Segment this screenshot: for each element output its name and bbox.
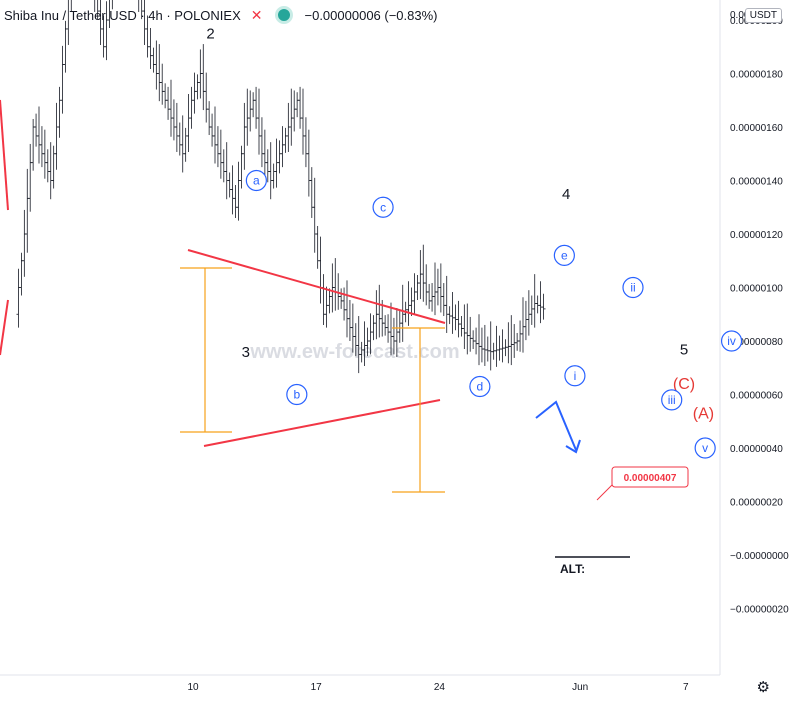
y-tick-label: 0.00000160 <box>730 123 783 134</box>
left-red-line <box>0 299 9 356</box>
gear-icon[interactable]: ⚙ <box>756 679 770 696</box>
wave-label-circled: e <box>561 248 568 262</box>
y-tick-label: 0.00000180 <box>730 70 783 81</box>
wave-circle <box>694 437 716 459</box>
wave-label-circled: b <box>293 388 300 402</box>
wave-label-circled: iv <box>727 334 736 348</box>
triangle-upper-trendline <box>187 249 446 324</box>
wave-circle <box>469 375 491 398</box>
price-change: −0.00000006 (−0.83%) <box>304 7 438 23</box>
projection-arrowhead <box>565 439 581 454</box>
y-tick-label: 0.00000080 <box>730 337 783 348</box>
currency-badge[interactable]: USDT <box>744 8 782 23</box>
left-red-line-upper <box>0 99 9 211</box>
wave-circle <box>372 196 394 218</box>
y-tick-label: 0.00000140 <box>730 177 783 188</box>
target-label-box <box>611 466 689 488</box>
wave-label-black: 4 <box>562 186 570 203</box>
y-tick-label: 0.00000120 <box>730 230 783 241</box>
wave-circle <box>553 244 575 266</box>
y-tick-label: −0.00000020 <box>730 605 789 616</box>
x-tick-label: 7 <box>683 682 689 693</box>
wave-label-circled: d <box>477 379 484 393</box>
visibility-icon[interactable] <box>274 6 293 24</box>
wave-label-circled: i <box>574 369 577 383</box>
x-tick-label: 17 <box>311 682 323 693</box>
wave-label-black: 3 <box>242 344 250 361</box>
x-tick-label: 24 <box>434 682 446 693</box>
y-tick-label: 0.00000060 <box>730 391 783 402</box>
wave-label-circled: v <box>702 441 708 455</box>
y-tick-label: −0.00000000 <box>730 551 789 562</box>
triangle-lower-trendline <box>203 399 441 447</box>
wave-label-circled: c <box>380 200 386 214</box>
y-tick-label: 0.00000100 <box>730 284 783 295</box>
target-label-text: 0.00000407 <box>624 473 677 484</box>
wave-circle <box>661 389 683 411</box>
wave-circle <box>245 169 267 192</box>
wave-circle <box>564 365 586 387</box>
symbol-title[interactable]: Shiba Inu / Tether USD · 4h · POLONIEX <box>4 7 241 23</box>
wave-circle <box>622 276 644 299</box>
wave-circle <box>720 330 743 352</box>
watermark: www.ew-forecast.com <box>249 341 459 363</box>
x-tick-label: Jun <box>572 682 588 693</box>
wave-label-black: 5 <box>680 341 688 358</box>
chart-header: Shiba Inu / Tether USD · 4h · POLONIEX ✕… <box>4 6 438 24</box>
wave-label-red: (A) <box>693 406 714 423</box>
alt-label: ALT: <box>560 562 585 576</box>
y-tick-label: 0.00000020 <box>730 498 783 509</box>
y-tick-label: 0.00000040 <box>730 444 783 455</box>
wave-label-red: (C) <box>673 376 695 393</box>
wave-label-black: 2 <box>206 26 214 43</box>
close-icon[interactable]: ✕ <box>250 6 263 23</box>
projection-arrow <box>535 400 577 451</box>
wave-label-circled: ii <box>630 281 635 295</box>
x-tick-label: 10 <box>187 682 199 693</box>
wave-circle <box>286 383 308 406</box>
wave-label-circled: a <box>253 174 260 188</box>
wave-label-circled: iii <box>668 393 676 407</box>
